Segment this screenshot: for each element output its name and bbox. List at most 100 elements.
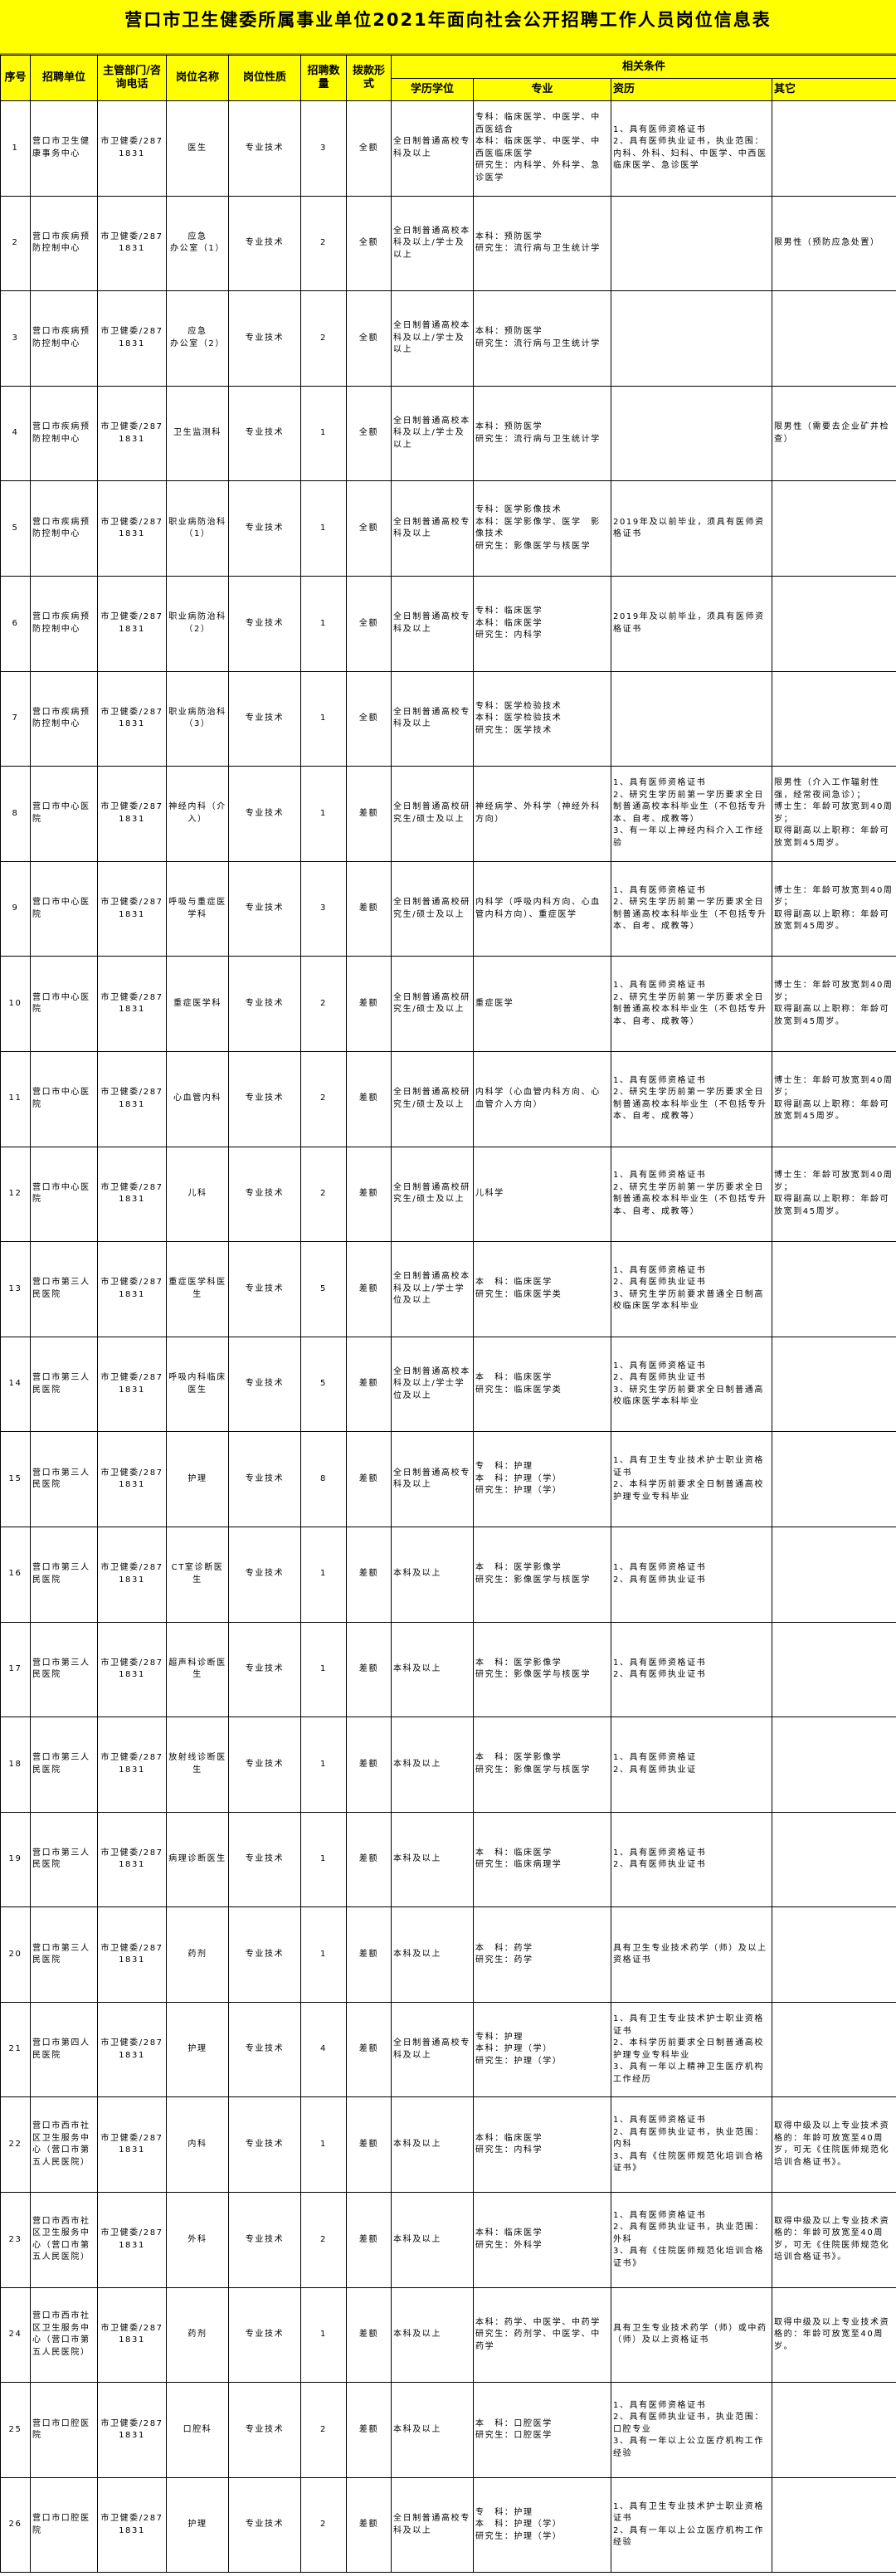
table-row: 6 营口市疾病预防控制中心 市卫健委/2871831 职业病防治科（2） 专业技术 1 全额… [0, 575, 896, 672]
cell-major: 本科：临床医学 研究生：外科学 [473, 2192, 611, 2288]
cell-funding: 差额 [346, 2192, 392, 2288]
cell-post: 医生 [166, 100, 229, 197]
cell-dept: 市卫健委/2871831 [97, 1050, 167, 1147]
cell-major: 本 科：临床医学 研究生：临床病理学 [473, 1811, 611, 1908]
cell-dept: 市卫健委/2871831 [97, 1621, 167, 1718]
cell-post: 护理 [166, 2001, 229, 2098]
cell-edu: 全日制普通高校专科及以上 [391, 575, 474, 672]
cell-other: 博士生：年龄可放宽到40周岁； 取得副高以上职称：年龄可放宽到45周岁。 [771, 1146, 896, 1243]
cell-major: 专科：临床医学、中医学、中西医结合 本科：临床医学、中医学、中西医临床医学 研究… [473, 100, 611, 197]
cell-exp: 1、具有医师资格证书 2、研究生学历前第一学历要求全日制普通高校本科毕业生（不包… [611, 1146, 772, 1243]
cell-nature: 专业技术 [228, 1241, 301, 1337]
cell-nature: 专业技术 [228, 385, 301, 482]
cell-exp: 1、具有医师资格证书 2、具有医师执业证书 [611, 1621, 772, 1718]
header-exp: 资历 [611, 78, 772, 101]
cell-exp: 1、具有医师资格证书 2、研究生学历前第一学历要求全日制普通高校本科毕业生（不包… [611, 956, 772, 1052]
cell-funding: 差额 [346, 1336, 392, 1433]
cell-nature: 专业技术 [228, 2192, 301, 2288]
cell-exp: 1、具有医师资格证书 2、研究生学历前第一学历要求全日制普通高校本科毕业生（不包… [611, 860, 772, 957]
cell-other [771, 100, 896, 197]
cell-count: 1 [300, 1526, 347, 1623]
cell-count: 2 [300, 1050, 347, 1147]
header-nature: 岗位性质 [228, 55, 301, 101]
cell-unit: 营口市疾病预防控制中心 [30, 670, 98, 767]
cell-exp: 1、具有医师资格证 2、具有医师执业证 [611, 1717, 772, 1813]
cell-unit: 营口市第三人民医院 [30, 1621, 98, 1718]
cell-post: 口腔科 [166, 2382, 229, 2478]
page-title: 营口市卫生健委所属事业单位2021年面向社会公开招聘工作人员岗位信息表 [124, 10, 772, 30]
cell-exp: 1、具有医师资格证书 2、具有医师执业证书，执业范围：内科 3、具有《住院医师规… [611, 2096, 772, 2194]
cell-nature: 专业技术 [228, 1526, 301, 1623]
cell-count: 1 [300, 1811, 347, 1908]
cell-nature: 专业技术 [228, 1811, 301, 1908]
cell-nature: 专业技术 [228, 1050, 301, 1147]
cell-no: 7 [0, 670, 31, 767]
cell-post: 内科 [166, 2096, 229, 2194]
cell-dept: 市卫健委/2871831 [97, 1526, 167, 1623]
cell-post: 重症医学科 [166, 956, 229, 1052]
cell-unit: 营口市口腔医院 [30, 2382, 98, 2478]
cell-no: 25 [0, 2382, 31, 2478]
cell-count: 1 [300, 2096, 347, 2194]
cell-funding: 差额 [346, 1526, 392, 1623]
cell-dept: 市卫健委/2871831 [97, 385, 167, 482]
cell-dept: 市卫健委/2871831 [97, 670, 167, 767]
cell-unit: 营口市中心医院 [30, 766, 98, 862]
cell-other: 博士生：年龄可放宽到40周岁； 取得副高以上职称：年龄可放宽到45周岁。 [771, 956, 896, 1052]
cell-dept: 市卫健委/2871831 [97, 2286, 167, 2384]
cell-no: 17 [0, 1621, 31, 1718]
cell-major: 本 科：医学影像学 研究生：影像医学与核医学 [473, 1621, 611, 1718]
cell-major: 本科：预防医学 研究生：流行病与卫生统计学 [473, 385, 611, 482]
cell-exp: 1、具有卫生专业技术护士职业资格证书 2、具有一年以上公立医疗机构工作经验 [611, 2476, 772, 2574]
cell-other: 取得中级及以上专业技术资格的：年龄可放宽至40周岁。 [771, 2286, 896, 2384]
cell-other [771, 1621, 896, 1718]
cell-dept: 市卫健委/2871831 [97, 480, 167, 577]
cell-exp [611, 290, 772, 387]
cell-no: 24 [0, 2286, 31, 2384]
cell-post: 药剂 [166, 1906, 229, 2003]
table-header: 序号 招聘单位 主管部门/咨询电话 岗位名称 岗位性质 招聘数量 拨款形式 相关… [0, 55, 896, 101]
cell-funding: 差额 [346, 1621, 392, 1718]
cell-nature: 专业技术 [228, 100, 301, 197]
cell-post: 病理诊断医生 [166, 1811, 229, 1908]
cell-nature: 专业技术 [228, 956, 301, 1052]
cell-no: 16 [0, 1526, 31, 1623]
cell-post: 护理 [166, 2476, 229, 2574]
cell-count: 1 [300, 1621, 347, 1718]
cell-unit: 营口市第四人民医院 [30, 2001, 98, 2098]
cell-post: 职业病防治科（1） [166, 480, 229, 577]
cell-dept: 市卫健委/2871831 [97, 1906, 167, 2003]
cell-funding: 差额 [346, 766, 392, 862]
cell-other [771, 1431, 896, 1527]
cell-unit: 营口市第三人民医院 [30, 1241, 98, 1337]
cell-edu: 本科及以上 [391, 1811, 474, 1908]
cell-no: 19 [0, 1811, 31, 1908]
cell-exp: 1、具有医师资格证书 2、具有医师执业证书 3、研究生学历前要求全日制普通高校临… [611, 1336, 772, 1433]
table-row: 17 营口市第三人民医院 市卫健委/2871831 超声科诊断医生 专业技术 1 差额 本科及… [0, 1621, 896, 1718]
cell-funding: 差额 [346, 1811, 392, 1908]
cell-major: 重症医学 [473, 956, 611, 1052]
cell-other [771, 1526, 896, 1623]
cell-edu: 本科及以上 [391, 1526, 474, 1623]
cell-major: 本 科：医学影像学 研究生：影像医学与核医学 [473, 1717, 611, 1813]
cell-no: 2 [0, 195, 31, 292]
table-row: 22 营口市西市社区卫生服务中心（营口市第五人民医院） 市卫健委/2871831 内科… [0, 2096, 896, 2194]
table-row: 9 营口市中心医院 市卫健委/2871831 呼吸与重症医学科 专业技术 3 差额 全日制普通… [0, 860, 896, 957]
cell-nature: 专业技术 [228, 2286, 301, 2384]
cell-funding: 差额 [346, 860, 392, 957]
cell-major: 专 科：护理 本 科：护理（学） 研究生：护理（学） [473, 1431, 611, 1527]
header-count: 招聘数量 [300, 55, 347, 101]
cell-funding: 差额 [346, 1717, 392, 1813]
cell-funding: 差额 [346, 1906, 392, 2003]
cell-funding: 全额 [346, 100, 392, 197]
table-row: 5 营口市疾病预防控制中心 市卫健委/2871831 职业病防治科（1） 专业技术 1 全额… [0, 480, 896, 577]
cell-other: 博士生：年龄可放宽到40周岁； 取得副高以上职称：年龄可放宽到45周岁。 [771, 1050, 896, 1147]
table-row: 10 营口市中心医院 市卫健委/2871831 重症医学科 专业技术 2 差额 全日制普通高校… [0, 956, 896, 1052]
cell-count: 2 [300, 1146, 347, 1243]
cell-major: 本科：预防医学 研究生：流行病与卫生统计学 [473, 195, 611, 292]
cell-nature: 专业技术 [228, 2476, 301, 2574]
cell-dept: 市卫健委/2871831 [97, 290, 167, 387]
cell-major: 本科：药学、中医学、中药学 研究生：药剂学、中医学、中药学 [473, 2286, 611, 2384]
cell-other: 博士生：年龄可放宽到40周岁； 取得副高以上职称：年龄可放宽到45周岁。 [771, 860, 896, 957]
cell-nature: 专业技术 [228, 480, 301, 577]
